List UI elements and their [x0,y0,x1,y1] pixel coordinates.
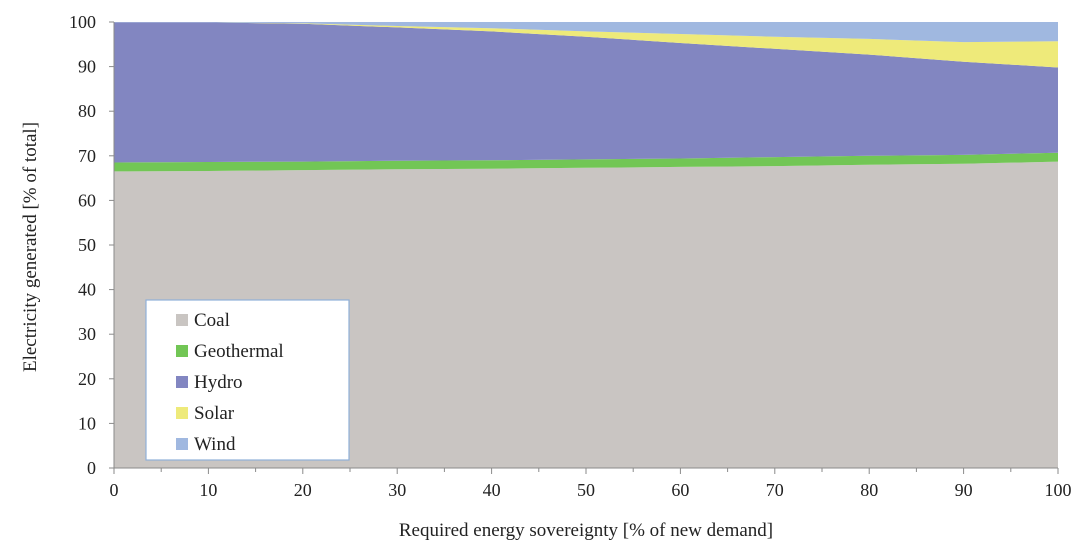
y-tick-label: 60 [78,190,96,210]
x-tick-label: 20 [294,480,312,500]
y-tick-label: 20 [78,369,96,389]
area-solar [114,22,1058,68]
y-tick-label: 80 [78,101,96,121]
legend-swatch-solar [176,407,188,419]
x-tick-label: 70 [766,480,784,500]
axes: 0 10 20 30 40 50 60 70 80 90 100 0 10 20 30 40 50 60 70 80 9… [69,12,1072,500]
legend-label-coal: Coal [194,310,230,331]
area-coal [114,161,1058,468]
x-tick-label: 30 [388,480,406,500]
x-tick-label: 50 [577,480,595,500]
legend-swatch-wind [176,438,188,450]
legend-label-wind: Wind [194,434,236,455]
y-tick-label: 50 [78,235,96,255]
y-tick-label: 70 [78,146,96,166]
y-axis-title: Electricity generated [% of total] [20,122,41,372]
x-tick-label: 40 [483,480,501,500]
area-layers [114,22,1058,468]
x-axis-title: Required energy sovereignty [% of new de… [399,520,773,541]
x-tick-label: 90 [955,480,973,500]
legend-swatch-hydro [176,376,188,388]
y-tick-label: 10 [78,413,96,433]
y-tick-label: 40 [78,280,96,300]
x-tick-label: 10 [199,480,217,500]
area-wind [114,22,1058,43]
legend: Coal Geothermal Hydro Solar Wind [145,299,350,461]
x-tick-label: 100 [1045,480,1072,500]
y-tick-label: 0 [87,458,96,478]
area-hydro [114,22,1058,163]
y-tick-label: 100 [69,12,96,32]
x-tick-label: 0 [110,480,119,500]
area-geothermal [114,152,1058,172]
x-tick-label: 80 [860,480,878,500]
y-tick-label: 30 [78,324,96,344]
legend-label-hydro: Hydro [194,372,243,393]
legend-label-geothermal: Geothermal [194,341,284,362]
legend-swatch-coal [176,314,188,326]
legend-label-solar: Solar [194,403,235,424]
y-tick-label: 90 [78,57,96,77]
legend-swatch-geothermal [176,345,188,357]
x-tick-label: 60 [671,480,689,500]
